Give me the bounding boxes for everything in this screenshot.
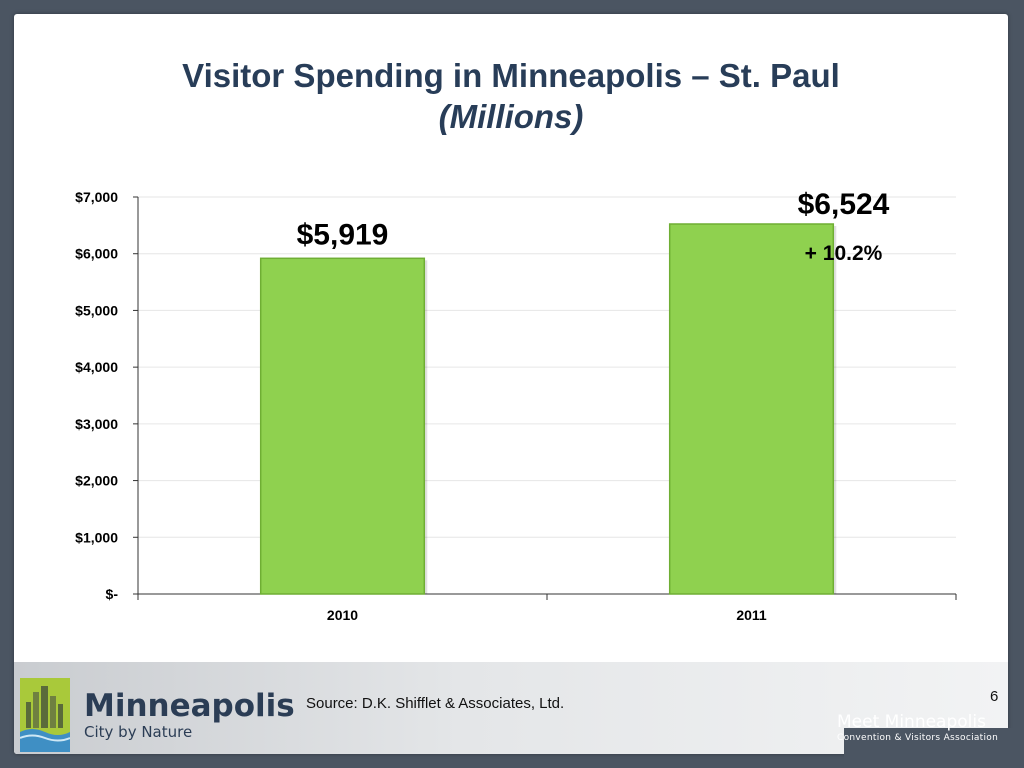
y-tick-label: $4,000	[75, 359, 118, 375]
slide: Visitor Spending in Minneapolis – St. Pa…	[14, 14, 1008, 754]
chart-title: Visitor Spending in Minneapolis – St. Pa…	[182, 57, 840, 94]
bar-2010	[259, 257, 426, 595]
brand-band	[844, 728, 1024, 768]
brand-name: Meet Minneapolis	[837, 712, 986, 732]
growth-annotation: + 10.2%	[805, 242, 883, 265]
y-tick-label: $3,000	[75, 416, 118, 432]
bar-chart: $- $1,000 $2,000 $3,000 $4,000 $5,000 $6,000 $7…	[75, 188, 957, 623]
y-tick-label: $5,000	[75, 302, 118, 318]
data-label: $5,919	[297, 218, 389, 251]
data-label: $6,524	[798, 188, 890, 221]
brand-subtitle: Convention & Visitors Association	[837, 733, 999, 743]
y-tick-label: $1,000	[75, 529, 118, 545]
x-tick-label: 2011	[736, 607, 767, 623]
chart-subtitle: (Millions)	[438, 98, 584, 135]
y-tick-label: $7,000	[75, 189, 118, 205]
bars	[259, 223, 837, 595]
logo-tagline: City by Nature	[84, 723, 193, 741]
labels: 2010 2011 $5,919 $6,524 + 10.2%	[297, 188, 890, 623]
footer-band	[14, 662, 1008, 754]
x-tick-label: 2010	[327, 607, 358, 623]
bar-2011	[668, 223, 835, 595]
logo-name: Minneapolis	[84, 688, 295, 724]
y-tick-label: $6,000	[75, 246, 118, 262]
y-tick-label: $-	[106, 586, 119, 602]
minneapolis-logo: Minneapolis City by Nature	[19, 678, 295, 752]
axes: $- $1,000 $2,000 $3,000 $4,000 $5,000 $6,000 $7…	[75, 189, 957, 602]
skyline-logo-icon	[19, 678, 71, 752]
source-note: Source: D.K. Shifflet & Associates, Ltd.	[306, 695, 565, 712]
page-number: 6	[990, 688, 999, 705]
y-tick-label: $2,000	[75, 473, 118, 489]
